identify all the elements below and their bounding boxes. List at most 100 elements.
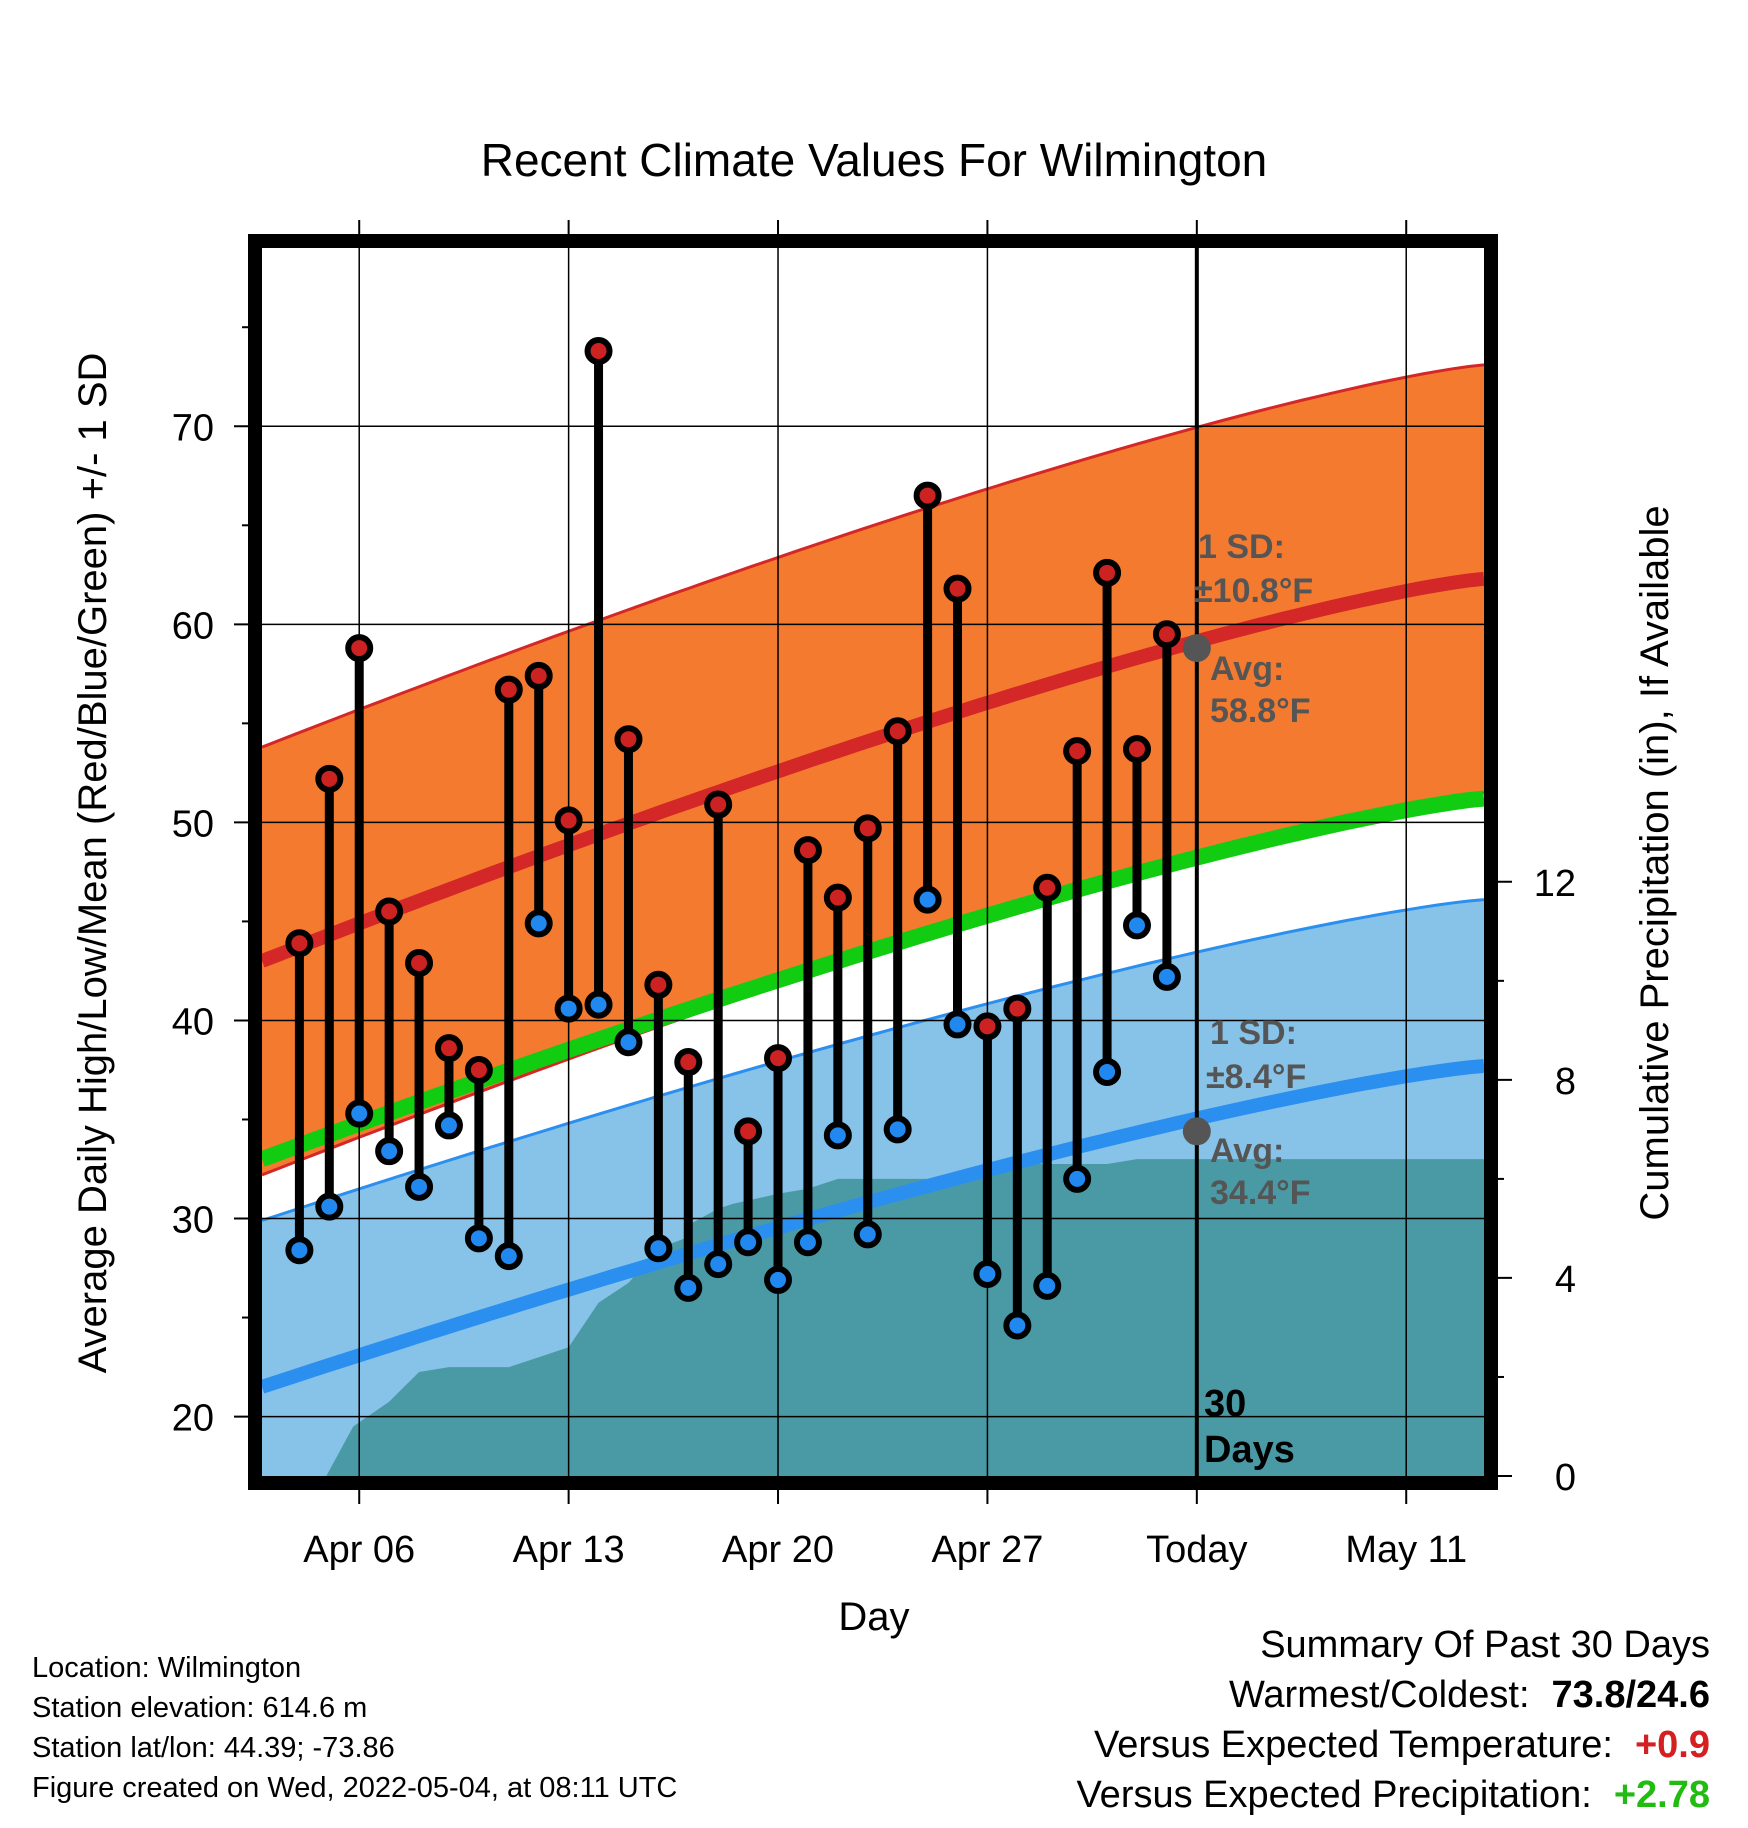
daily-high-point: [943, 574, 972, 603]
temp-vs-expected-label: Versus Expected Temperature:: [1094, 1724, 1613, 1766]
normal-mean-line: [262, 790, 1484, 1167]
summary-warmest-row: Warmest/Coldest: 73.8/24.6: [1076, 1670, 1710, 1720]
y-tick-label-left: 20: [172, 1398, 214, 1440]
daily-high-point: [614, 725, 643, 754]
daily-high-point: [823, 883, 852, 912]
y-tick-label-right: 4: [1555, 1259, 1576, 1301]
high-avg-label: Avg:: [1210, 650, 1284, 688]
x-tick-label: May 11: [1345, 1529, 1467, 1571]
daily-low-point: [823, 1121, 852, 1150]
daily-low-point: [1003, 1311, 1032, 1340]
daily-high-point: [1063, 737, 1092, 766]
daily-low-point: [405, 1172, 434, 1201]
y-tick-label-left: 40: [172, 1001, 214, 1043]
daily-low-point: [973, 1259, 1002, 1288]
summary-precip-row: Versus Expected Precipitation: +2.78: [1076, 1770, 1710, 1820]
warmest-value: 73.8/24.6: [1551, 1674, 1710, 1716]
daily-low-point: [315, 1192, 344, 1221]
daily-high-point: [734, 1117, 763, 1146]
daily-low-point: [883, 1115, 912, 1144]
normal-low-line: [262, 1059, 1484, 1394]
elevation-text: Station elevation: 614.6 m: [32, 1692, 368, 1724]
normal-high-line: [262, 571, 1484, 968]
daily-high-point: [464, 1055, 493, 1084]
daily-high-point: [913, 481, 942, 510]
daily-low-point: [554, 994, 583, 1023]
daily-low-point: [614, 1028, 643, 1057]
daily-low-point: [764, 1265, 793, 1294]
y-tick-label-right: 8: [1555, 1061, 1576, 1103]
daily-low-point: [1122, 911, 1151, 940]
y-tick-label-left: 60: [172, 605, 214, 647]
station-info: Location: Wilmington Station elevation: …: [32, 1648, 677, 1808]
daily-high-point: [1152, 620, 1181, 649]
daily-high-point: [554, 806, 583, 835]
warmest-label: Warmest/Coldest:: [1228, 1674, 1530, 1716]
daily-low-point: [494, 1242, 523, 1271]
x-tick-label: Today: [1146, 1529, 1247, 1571]
precip-vs-expected-label: Versus Expected Precipitation:: [1076, 1774, 1592, 1816]
daily-high-point: [973, 1012, 1002, 1041]
axes: Apr 06 Apr 13 Apr 20 Apr 27 Today May 11 20 30 4…: [172, 220, 1576, 1571]
low-sd-value: ±8.4°F: [1206, 1058, 1306, 1096]
y-axis-label-right: Cumulative Precipitation (in), If Availa…: [1633, 505, 1677, 1220]
daily-high-point: [644, 970, 673, 999]
daily-high-point: [883, 717, 912, 746]
daily-low-point: [674, 1273, 703, 1302]
temp-vs-expected-value: +0.9: [1634, 1724, 1710, 1766]
today-normal-low-marker: [1182, 1117, 1211, 1146]
x-tick-label: Apr 27: [931, 1529, 1043, 1571]
daily-high-point: [793, 836, 822, 865]
plot-frame: [248, 234, 1498, 1490]
low-sd-label: 1 SD:: [1210, 1014, 1297, 1052]
daily-low-point: [1093, 1057, 1122, 1086]
y-tick-label-left: 50: [172, 803, 214, 845]
daily-high-point: [434, 1034, 463, 1063]
daily-high-point: [375, 897, 404, 926]
low-avg-value: 34.4°F: [1210, 1174, 1311, 1212]
high-sd-value: ±10.8°F: [1194, 572, 1313, 610]
high-sd-label: 1 SD:: [1198, 528, 1285, 566]
daily-high-point: [345, 634, 374, 663]
daily-high-point: [405, 949, 434, 978]
daily-low-point: [524, 909, 553, 938]
daily-high-point: [764, 1044, 793, 1073]
daily-low-point: [434, 1111, 463, 1140]
plot-clip-group: [262, 248, 1484, 1476]
precipitation-area: [262, 1159, 1484, 1476]
daily-high-point: [704, 790, 733, 819]
daily-low-point: [943, 1010, 972, 1039]
today-normal-high-marker: [1182, 634, 1211, 663]
daily-low-point: [1152, 962, 1181, 991]
y-tick-label-left: 70: [172, 407, 214, 449]
summary-temp-row: Versus Expected Temperature: +0.9: [1076, 1720, 1710, 1770]
daily-low-point: [913, 885, 942, 914]
x-tick-label: Apr 06: [303, 1529, 415, 1571]
summary-heading: Summary Of Past 30 Days: [1260, 1624, 1710, 1666]
y-tick-label-right: 0: [1555, 1457, 1576, 1499]
daily-low-point: [734, 1228, 763, 1257]
x-tick-label: Apr 13: [513, 1529, 625, 1571]
y-tick-label-left: 30: [172, 1200, 214, 1242]
normal-low-upper-edge: [262, 898, 1484, 1222]
daily-low-point: [464, 1224, 493, 1253]
days-unit-label: Days: [1204, 1429, 1295, 1471]
daily-high-point: [285, 929, 314, 958]
precip-vs-expected-value: +2.78: [1613, 1774, 1710, 1816]
daily-high-point: [1003, 994, 1032, 1023]
y-tick-label-right: 12: [1534, 863, 1576, 905]
chart-title: Recent Climate Values For Wilmington: [481, 134, 1268, 186]
daily-low-point: [704, 1250, 733, 1279]
daily-low-point: [644, 1234, 673, 1263]
normal-high-upper-edge: [262, 363, 1484, 749]
daily-low-point: [375, 1137, 404, 1166]
daily-low-point: [1063, 1164, 1092, 1193]
daily-low-point: [1033, 1271, 1062, 1300]
days-count-label: 30: [1204, 1383, 1246, 1425]
high-avg-value: 58.8°F: [1210, 692, 1311, 730]
y-axis-label-left: Average Daily High/Low/Mean (Red/Blue/Gr…: [71, 353, 115, 1374]
latlon-text: Station lat/lon: 44.39; -73.86: [32, 1732, 395, 1764]
x-axis-label: Day: [838, 1595, 909, 1639]
x-tick-label: Apr 20: [722, 1529, 834, 1571]
